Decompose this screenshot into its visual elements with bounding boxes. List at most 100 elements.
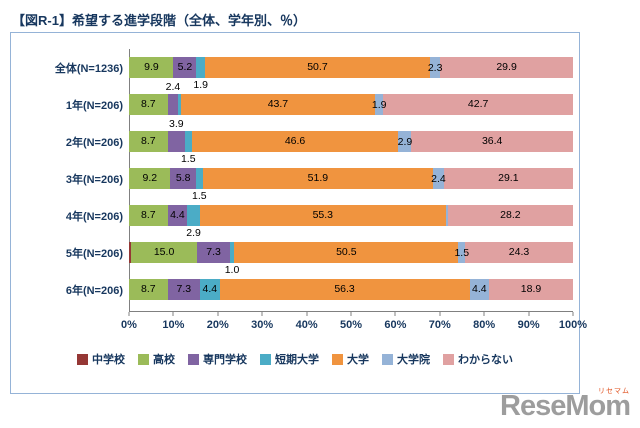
bar-segment [445,205,448,226]
legend-label: 短期大学 [275,354,319,366]
category-label: 5年(N=206) [65,247,123,260]
chart-row: 4年(N=206) 8.7 4.4 2.9 55.3 28.2 [19,197,573,238]
legend-swatch [332,353,343,365]
axis-tick-label: 80% [473,319,496,331]
data-label: 8.7 [141,209,156,222]
axis-tick-label: 40% [295,319,318,331]
bar-segment: 5.8 [170,168,197,189]
axis-tick [261,312,263,316]
category-label: 6年(N=206) [65,284,123,297]
bar-segment: 8.7 [129,205,168,226]
axis-tick [528,312,530,316]
legend-swatch [260,353,271,365]
axis-tick [572,312,574,316]
bar-segment: 36.4 [411,131,573,152]
bar-segment [167,94,179,115]
resemom-logo-katakana: リセマム [598,388,630,395]
legend-label: 大学 [347,354,369,366]
legend-item: 高校 [138,351,175,367]
resemom-logo-text: ReseMom [500,390,631,422]
bar-segment [458,242,466,263]
legend-item: 中学校 [77,351,125,367]
data-label: 2.3 [427,61,443,74]
bar-segment [196,168,203,189]
legend-swatch [77,353,88,365]
data-label: 28.2 [500,209,521,222]
stacked-bar: 9.2 5.8 1.5 51.9 2.4 29.1 [129,168,573,201]
bar-segment: 28.2 [447,205,573,226]
bar-segment: 8.7 [129,279,168,300]
data-label: 5.2 [177,61,193,74]
bar-segment [178,94,181,115]
data-label: 8.7 [141,283,156,296]
data-label: 1.9 [193,78,209,91]
data-label: 7.3 [176,283,192,296]
bar-segment: 55.3 [200,205,446,226]
legend-swatch [188,353,199,365]
bar-rows: 全体(N=1236) 9.9 5.2 1.9 50.7 2.3 29.9 1年(N=206) 8… [19,49,573,311]
data-label: 8.7 [141,135,156,148]
bar-segment: 29.9 [440,57,573,78]
bar-segment [187,205,201,226]
data-label: 51.9 [307,172,329,185]
bar-segment: 5.2 [173,57,197,78]
category-label: 2年(N=206) [65,136,123,149]
chart-row: 1年(N=206) 8.7 2.4 43.7 1.9 42.7 [19,82,573,123]
data-label: 7.3 [206,246,221,259]
stacked-bar: 9.9 5.2 1.9 50.7 2.3 29.9 [129,57,573,90]
bar-segment [196,57,205,78]
legend-label: 中学校 [92,354,125,366]
axis-tick [394,312,396,316]
bar-segment: 50.5 [234,242,459,263]
axis-tick-label: 70% [428,319,451,331]
axis-tick-label: 20% [206,319,229,331]
bar-segment [129,242,131,263]
category-label: 1年(N=206) [65,99,123,112]
bar-segment [167,131,185,152]
bar-segment: 50.7 [204,57,430,78]
axis-tick-label: 90% [517,319,540,331]
data-label: 2.4 [431,172,446,185]
axis-tick-label: 30% [251,319,274,331]
legend: 中学校 高校 専門学校 短期大学 大学 大学院 わからない [11,351,579,367]
stacked-bar: 8.7 2.4 43.7 1.9 42.7 [129,82,573,115]
data-label: 43.7 [267,98,289,111]
stacked-bar: 15.0 7.3 1.0 50.5 1.5 24.3 [129,242,573,275]
axis-tick [306,312,308,316]
bar-segment: 29.1 [443,168,573,189]
axis-tick [350,312,352,316]
axis-tick [172,312,174,316]
data-label: 5.8 [175,172,191,185]
axis-tick-label: 60% [384,319,407,331]
legend-item: 大学院 [382,351,430,367]
stacked-bar: 8.7 7.3 4.4 56.3 4.4 18.9 [129,279,573,300]
category-label: 3年(N=206) [65,173,123,186]
resemom-logo: リセマム ReseMom [500,388,631,426]
data-label: 2.4 [165,81,181,93]
category-label: 4年(N=206) [65,210,123,223]
data-label: 4.4 [202,283,218,296]
bar-segment [374,94,384,115]
data-label: 1.5 [454,246,470,259]
bar-segment: 43.7 [180,94,375,115]
data-label: 29.9 [496,61,517,74]
legend-item: 専門学校 [188,351,247,367]
stacked-bar: 8.7 4.4 2.9 55.3 28.2 [129,205,573,238]
data-label: 8.7 [141,98,156,111]
axis-tick-label: 50% [339,319,363,331]
data-label: 42.7 [467,98,489,111]
legend-label: 大学院 [397,354,430,366]
bar-segment: 9.2 [129,168,171,189]
bar-segment [184,131,192,152]
bar-segment [429,57,441,78]
legend-label: 専門学校 [203,354,247,366]
data-label: 9.9 [144,61,159,74]
data-label: 1.5 [180,152,196,165]
bar-segment: 18.9 [489,279,573,300]
bar-segment: 9.9 [129,57,174,78]
legend-label: わからない [458,354,513,366]
legend-item: 大学 [332,351,369,367]
bar-segment: 8.7 [129,131,168,152]
data-label: 4.4 [471,283,487,296]
